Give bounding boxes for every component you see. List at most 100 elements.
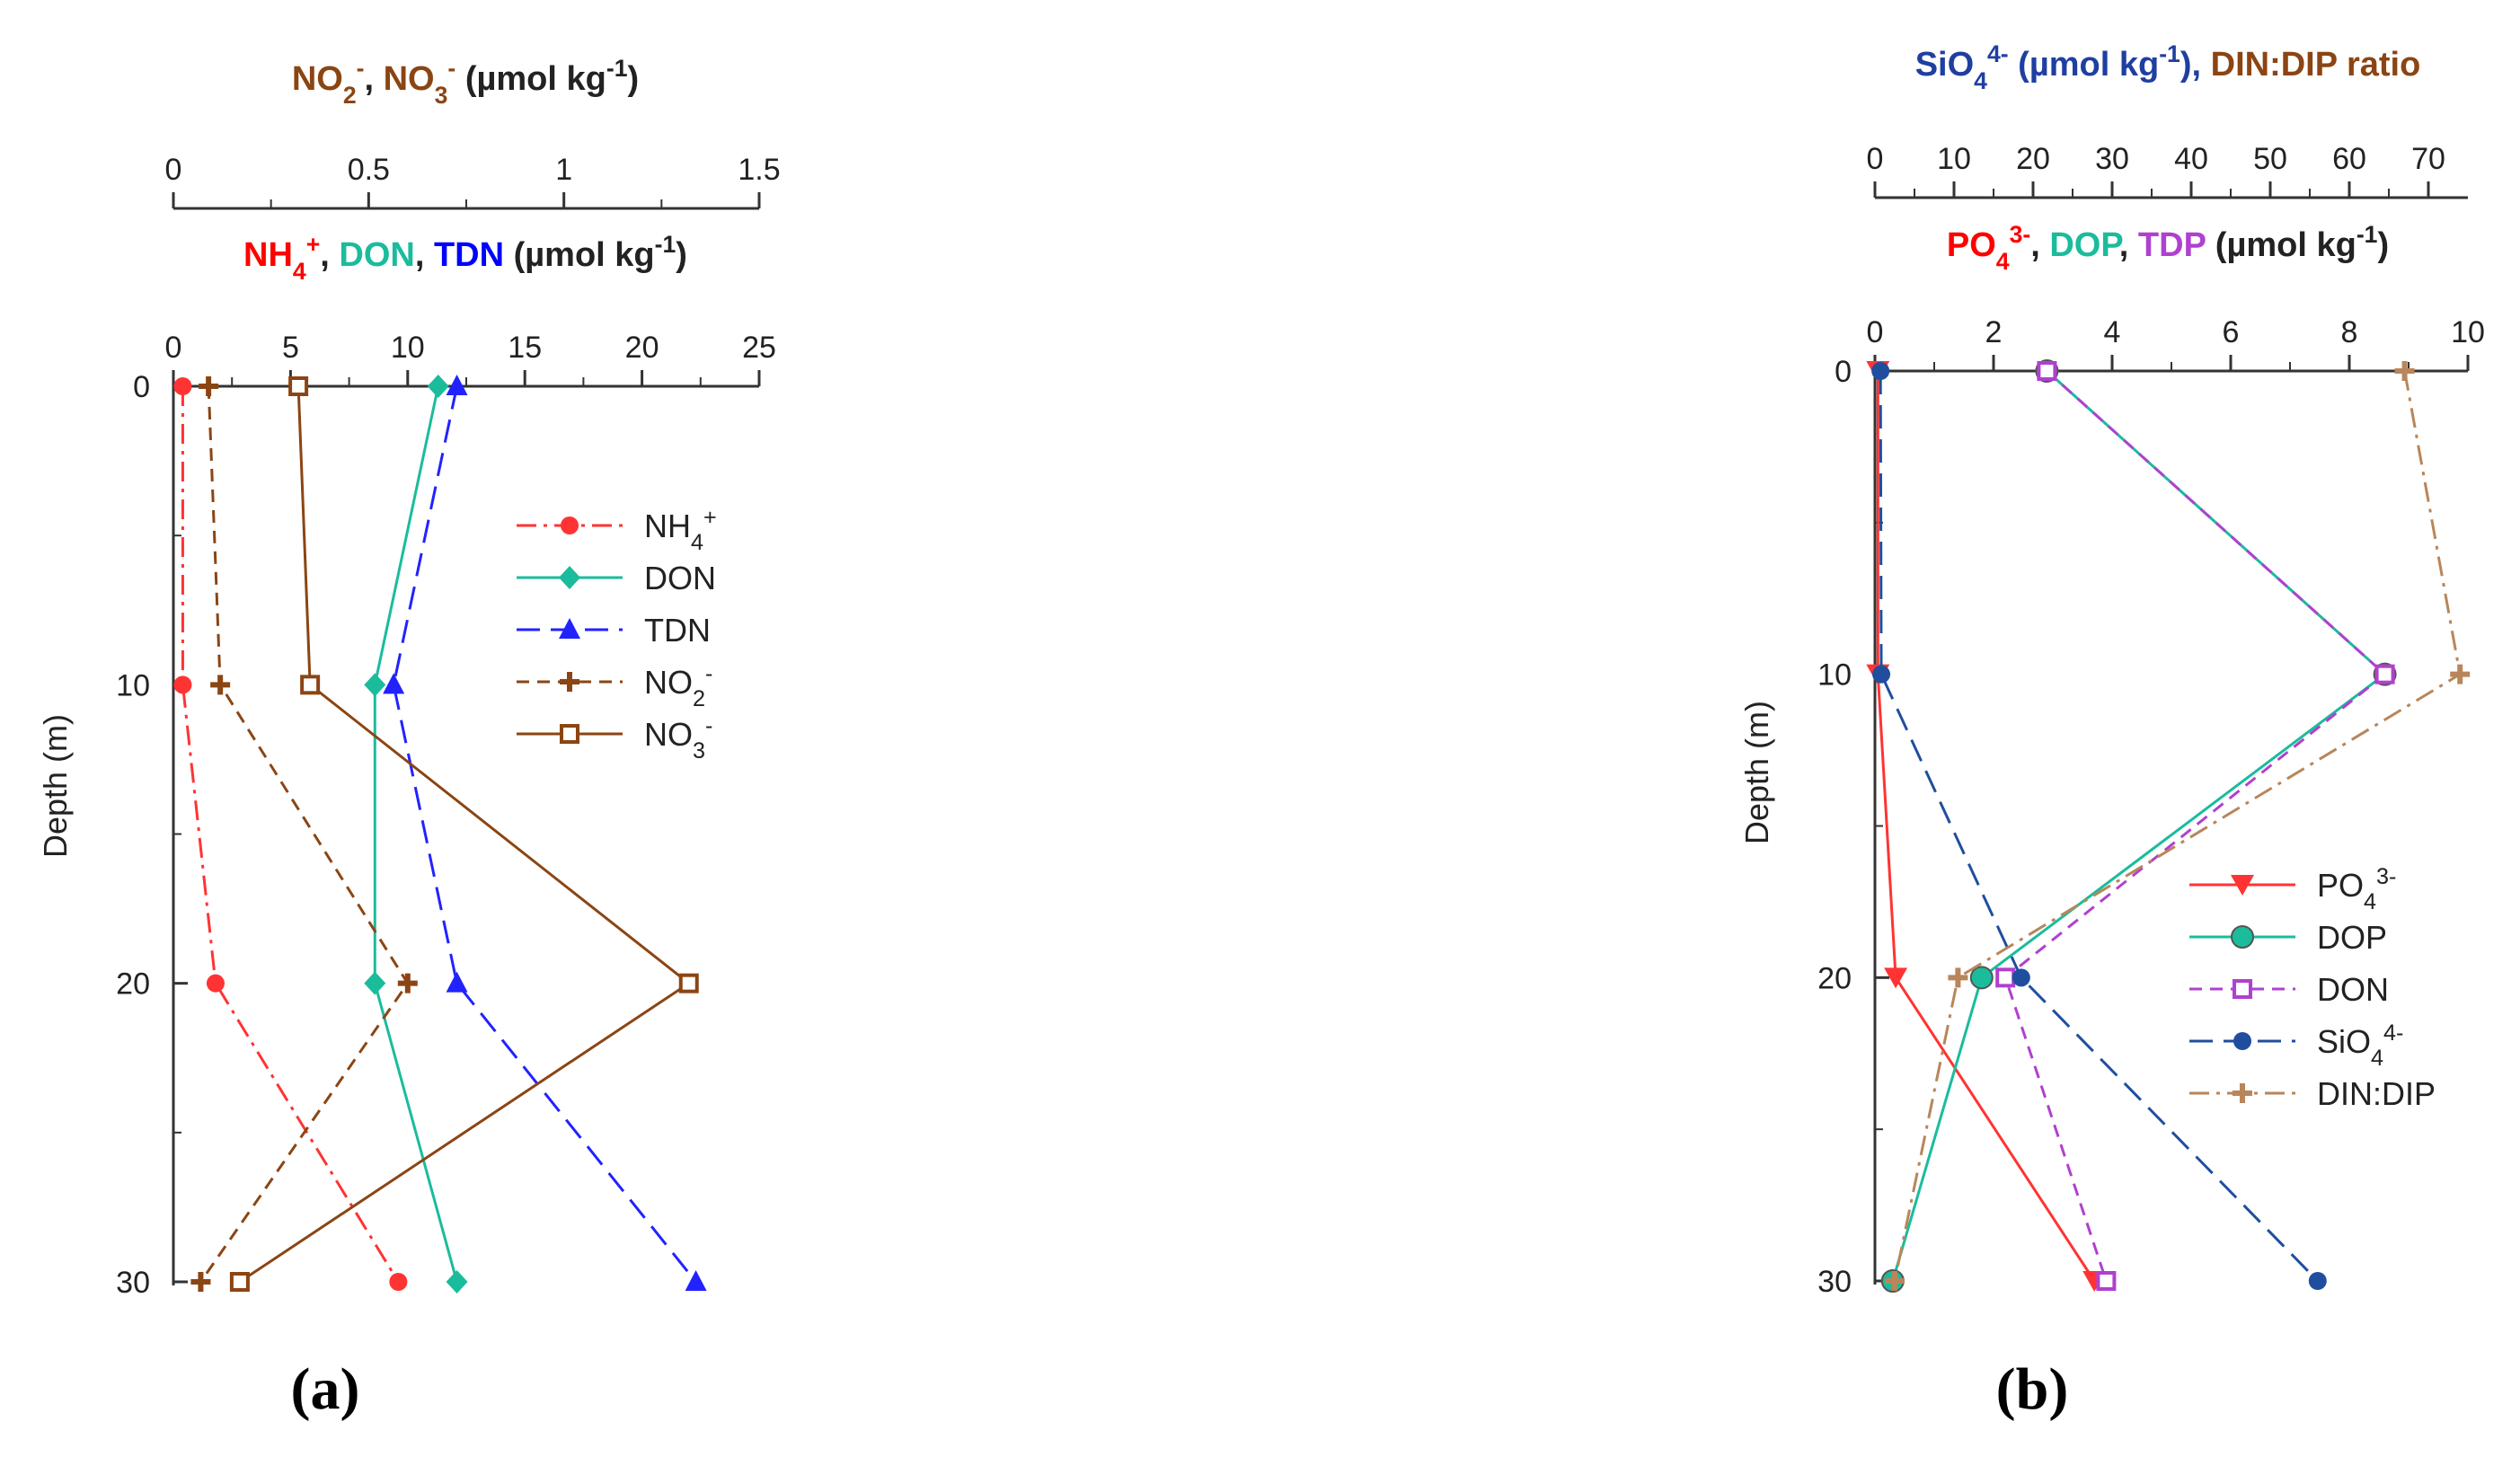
legend-marker-no3 (560, 724, 579, 744)
point-no2-10m (210, 675, 231, 695)
point-don-10m (364, 673, 386, 697)
panel-label: (a) (291, 1356, 360, 1422)
point-don-20m (364, 971, 386, 995)
point-dop-20m (1969, 966, 1994, 990)
depth-axis: 0 10 20 30 (116, 370, 188, 1300)
point-no2-30m (190, 1272, 211, 1292)
top-axis: 0 10 20 30 40 50 60 70 (1867, 142, 2468, 199)
top-axis-title: SiO44- (µmol kg-1), DIN:DIP ratio (1915, 40, 2421, 94)
top-axis-title: NO2-, NO3- (µmol kg-1) (292, 55, 639, 109)
point-din-dip-30m (1885, 1271, 1905, 1291)
point-nh4-20m (206, 974, 225, 993)
point-nh4-0m (173, 377, 192, 395)
legend-marker-sio44 (2233, 1032, 2251, 1050)
legend-item-dop: DOP (2189, 919, 2387, 956)
legend-item-po43: PO43- (2189, 864, 2396, 914)
tick-label: 0.5 (348, 153, 390, 187)
line-no3 (239, 385, 692, 1284)
main-axis-title: NH4+, DON, TDN (µmol kg-1) (243, 231, 687, 285)
series-dop (1880, 359, 2397, 1293)
series-tdn (383, 375, 707, 1291)
point-po43-20m (1884, 967, 1908, 989)
point-nh4-10m (173, 676, 192, 694)
point-don-30m (446, 1270, 468, 1294)
series-don (1995, 361, 2395, 1291)
point-sio44-0m (1871, 362, 1890, 380)
tick-label: 10 (391, 331, 425, 365)
point-din-dip-20m (1948, 967, 1968, 988)
point-no3-20m (678, 973, 699, 993)
legend-item-din-dip: DIN:DIP (2189, 1075, 2436, 1112)
point-don-0m (2037, 361, 2057, 381)
tick-label: 20 (2016, 142, 2050, 176)
tick-label: 50 (2253, 142, 2287, 176)
tick-label: 6 (2223, 315, 2240, 349)
legend-label: NO3- (644, 713, 712, 764)
line-po43 (1876, 371, 2096, 1282)
tick-label: 2 (1985, 315, 2003, 349)
tick-label: 20 (116, 967, 150, 1002)
point-sio44-10m (1872, 665, 1891, 684)
series-din-dip (1885, 361, 2471, 1291)
tick-label: 0 (1835, 355, 1852, 389)
legend-marker-no2 (560, 672, 579, 692)
line-don (2003, 369, 2387, 1282)
tick-label: 0 (1867, 142, 1884, 176)
main-axis-title: PO43-, DOP, TDP (µmol kg-1) (1947, 221, 2389, 275)
series-no2 (190, 376, 418, 1292)
tick-label: 0 (1867, 315, 1884, 349)
tick-label: 10 (116, 668, 150, 702)
point-tdn-20m (446, 971, 468, 993)
line-don (373, 385, 459, 1283)
point-no2-0m (199, 376, 219, 396)
point-tdn-10m (383, 673, 405, 694)
legend-marker-dop (2231, 925, 2254, 949)
legend-item-sio44: SiO44- (2189, 1020, 2403, 1071)
depth-axis-label: Depth (m) (37, 714, 74, 858)
line-nh4 (181, 386, 400, 1283)
legend-label: DIN:DIP (2317, 1075, 2436, 1112)
legend-label: PO43- (2317, 864, 2396, 914)
point-don-20m (1995, 967, 2016, 988)
legend-marker-nh4 (561, 517, 579, 534)
point-no3-10m (300, 675, 321, 695)
legend-item-no3: NO3- (517, 713, 712, 764)
legend-label: SiO44- (2317, 1020, 2403, 1071)
series-nh4 (173, 377, 408, 1291)
legend-label: DON (2317, 971, 2389, 1008)
main-axis: 0 5 10 15 20 25 (165, 331, 776, 388)
tick-label: 25 (742, 331, 776, 365)
legend: NH4+ DON TDN NO2-NO3- (517, 505, 717, 764)
tick-label: 1 (555, 153, 572, 187)
point-no2-20m (397, 973, 418, 993)
tick-label: 40 (2174, 142, 2208, 176)
panel-label: (b) (1996, 1356, 2069, 1422)
legend-item-don: DON (2189, 971, 2389, 1008)
series-no3 (229, 376, 699, 1292)
point-no3-0m (288, 376, 309, 396)
legend-label: NH4+ (644, 505, 717, 555)
tick-label: 8 (2341, 315, 2358, 349)
series-sio44 (1871, 362, 2327, 1290)
panel-a: NO2-, NO3- (µmol kg-1) 0 0.5 1 1.5 NH4+, DO… (37, 55, 781, 1422)
point-din-dip-10m (2450, 664, 2471, 684)
point-tdn-0m (446, 375, 468, 395)
legend: PO43- DOP DON SiO44- DIN:DIP (2189, 864, 2436, 1112)
series-layer (173, 375, 707, 1294)
tick-label: 4 (2104, 315, 2121, 349)
line-tdn (392, 385, 697, 1283)
tick-label: 70 (2411, 142, 2445, 176)
line-din-dip (1893, 370, 2462, 1282)
point-don-0m (427, 375, 449, 398)
panel-b: SiO44- (µmol kg-1), DIN:DIP ratio 0 10 20 3… (1738, 40, 2485, 1422)
tick-label: 20 (1817, 961, 1852, 995)
tick-label: 30 (1817, 1265, 1852, 1299)
point-don-30m (2096, 1271, 2117, 1291)
tick-label: 60 (2332, 142, 2366, 176)
legend-marker-don (559, 566, 580, 589)
point-sio44-20m (2012, 968, 2030, 987)
point-sio44-30m (2308, 1272, 2327, 1290)
tick-label: 0 (133, 370, 150, 404)
legend-marker-don (2233, 979, 2252, 999)
